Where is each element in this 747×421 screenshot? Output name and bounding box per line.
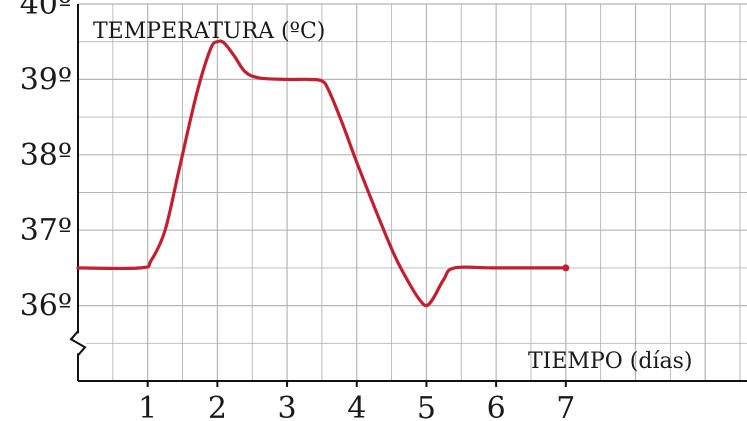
labels: 1 2 3 4 5 6 7 36º 37º 38º 39º 40º xyxy=(20,0,576,421)
x-tick-label: 3 xyxy=(278,391,297,421)
grid xyxy=(78,3,747,382)
axes xyxy=(69,4,747,387)
x-tick-label: 6 xyxy=(487,391,506,421)
y-tick-label: 39º xyxy=(20,62,72,97)
y-tick-label: 36º xyxy=(20,289,72,324)
x-tick-label: 7 xyxy=(556,391,575,421)
x-tick-label: 2 xyxy=(208,391,227,421)
x-axis-title: TIEMPO (días) xyxy=(528,349,692,374)
series xyxy=(76,39,570,308)
x-tick-label: 1 xyxy=(138,391,157,421)
end-point xyxy=(562,264,570,272)
y-tick-label: 37º xyxy=(20,213,72,248)
axis-break-mark xyxy=(69,330,87,356)
temperature-line xyxy=(76,39,568,308)
x-tick-label: 4 xyxy=(347,391,366,421)
y-axis-title: TEMPERATURA (ºC) xyxy=(93,19,325,44)
x-tick-label: 5 xyxy=(417,391,436,421)
y-tick-label: 40º xyxy=(20,0,72,22)
y-tick-label: 38º xyxy=(20,138,72,173)
